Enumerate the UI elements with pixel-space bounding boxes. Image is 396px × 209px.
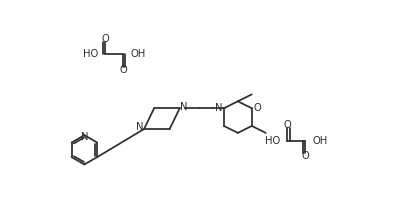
Text: O: O [253,103,261,113]
Text: OH: OH [312,136,327,146]
Text: HO: HO [265,136,280,146]
Text: HO: HO [83,49,98,59]
Text: N: N [81,133,88,143]
Text: OH: OH [130,49,145,59]
Text: O: O [101,34,109,44]
Text: O: O [301,151,309,161]
Text: O: O [119,65,127,75]
Text: N: N [137,122,144,133]
Text: N: N [215,103,222,113]
Text: O: O [284,120,291,130]
Text: N: N [180,102,187,112]
